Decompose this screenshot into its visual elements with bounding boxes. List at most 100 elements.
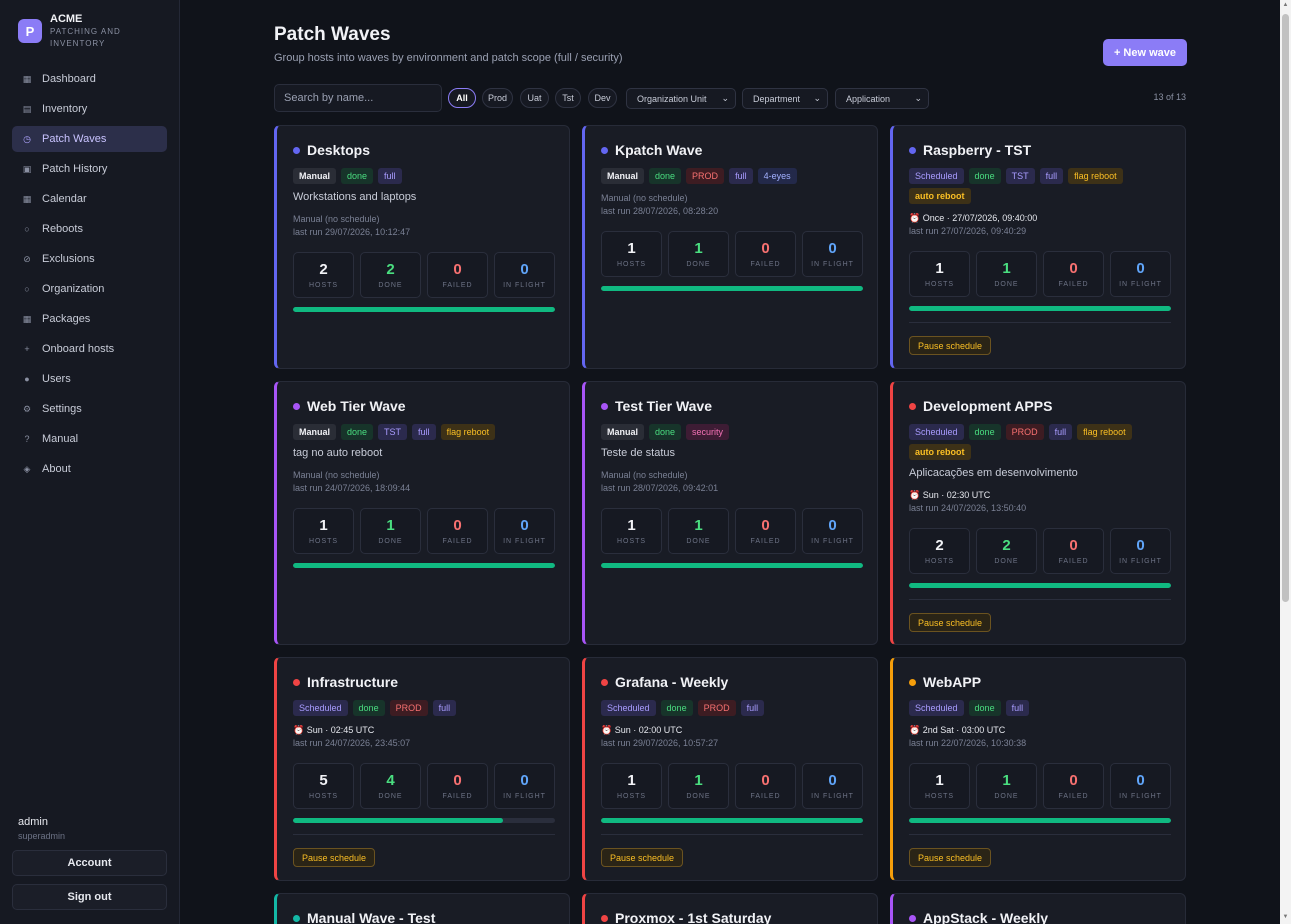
stat-value: 0 <box>520 261 529 278</box>
wave-card[interactable]: Desktops Manual done full Workstations and l… <box>274 125 570 369</box>
wave-card[interactable]: Infrastructure Scheduled done PROD full ⏰ Sun… <box>274 657 570 881</box>
sidebar-item-inventory[interactable]: ▤ Inventory <box>12 96 167 122</box>
wave-card[interactable]: WebAPP Scheduled done full ⏰ 2nd Sat · 03:00… <box>890 657 1186 881</box>
stat-label: IN FLIGHT <box>503 538 546 545</box>
wave-tags: Manual done PROD full 4-eyes <box>601 168 871 184</box>
stat-value: 1 <box>1002 772 1011 789</box>
sidebar-item-exclusions[interactable]: ⊘ Exclusions <box>12 246 167 272</box>
wave-card[interactable]: Web Tier Wave Manual done TST full flag reboo… <box>274 381 570 645</box>
scroll-down-icon[interactable]: ▼ <box>1282 914 1289 920</box>
tag-flag-reboot: flag reboot <box>1068 168 1123 184</box>
wave-schedule-text: Once · 27/07/2026, 09:40:00 <box>922 213 1038 223</box>
tag-scheduled: Scheduled <box>909 168 964 184</box>
wave-card[interactable]: Development APPS Scheduled done PROD full fla… <box>890 381 1186 645</box>
filter-pill-uat[interactable]: Uat <box>520 88 549 108</box>
new-wave-button[interactable]: + New wave <box>1103 39 1187 66</box>
progress-bar <box>601 818 863 823</box>
tag-full: full <box>729 168 753 184</box>
tag-manual: Manual <box>293 424 337 440</box>
wave-name: Manual Wave - Test <box>307 910 436 924</box>
stat-in-flight: 0 IN FLIGHT <box>802 231 863 277</box>
progress-bar-fill <box>601 563 863 568</box>
sidebar-item-organization[interactable]: ○ Organization <box>12 276 167 302</box>
dashboard-icon: ▦ <box>22 73 32 84</box>
tag-auto-reboot: auto reboot <box>909 444 971 460</box>
stat-value: 0 <box>453 261 462 278</box>
wave-schedule: Manual (no schedule) <box>293 214 380 224</box>
pause-schedule-button[interactable]: Pause schedule <box>601 848 684 867</box>
wave-card[interactable]: AppStack - Weekly <box>890 893 1186 924</box>
sidebar-item-users[interactable]: ● Users <box>12 366 167 392</box>
filter-pill-dev[interactable]: Dev <box>588 88 617 108</box>
stat-in-flight: 0 IN FLIGHT <box>494 508 555 554</box>
sidebar-item-patch-waves[interactable]: ◷ Patch Waves <box>12 126 167 152</box>
stat-label: DONE <box>994 558 1019 565</box>
sidebar-item-label: About <box>42 463 71 475</box>
stat-value: 2 <box>935 537 944 554</box>
stat-label: FAILED <box>1058 793 1089 800</box>
wave-name: Raspberry - TST <box>923 142 1032 158</box>
wave-name: Kpatch Wave <box>615 142 703 158</box>
filter-pill-tst[interactable]: Tst <box>555 88 581 108</box>
pause-schedule-button[interactable]: Pause schedule <box>909 336 992 355</box>
sidebar-item-dashboard[interactable]: ▦ Dashboard <box>12 66 167 92</box>
filter-pill-all[interactable]: All <box>448 88 476 108</box>
tag-full: full <box>378 168 402 184</box>
sidebar-item-settings[interactable]: ⚙ Settings <box>12 396 167 422</box>
stat-value: 0 <box>520 517 529 534</box>
wave-card[interactable]: Kpatch Wave Manual done PROD full 4-eyes Manua… <box>582 125 878 369</box>
wave-card[interactable]: Raspberry - TST Scheduled done TST full flag … <box>890 125 1186 369</box>
account-button[interactable]: Account <box>12 850 167 876</box>
wave-card-header: Desktops <box>293 142 370 158</box>
wave-card-header: Development APPS <box>909 398 1052 414</box>
wave-card[interactable]: Grafana - Weekly Scheduled done PROD full ⏰ S… <box>582 657 878 881</box>
stat-value: 1 <box>627 240 636 257</box>
stat-hosts: 5 HOSTS <box>293 763 354 809</box>
pause-schedule-button[interactable]: Pause schedule <box>909 613 992 632</box>
wave-card[interactable]: Proxmox - 1st Saturday <box>582 893 878 924</box>
sidebar-item-reboots[interactable]: ○ Reboots <box>12 216 167 242</box>
wave-schedule-text: Sun · 02:00 UTC <box>614 725 683 735</box>
stat-in-flight: 0 IN FLIGHT <box>494 763 555 809</box>
scrollbar-thumb[interactable] <box>1282 14 1289 602</box>
stat-label: FAILED <box>1058 281 1089 288</box>
filter-pill-prod[interactable]: Prod <box>482 88 513 108</box>
patch-waves-icon: ◷ <box>23 133 31 144</box>
sidebar: P ACME PATCHING AND INVENTORY ▦ Dashboard… <box>0 0 180 924</box>
sidebar-item-packages[interactable]: ▦ Packages <box>12 306 167 332</box>
stat-done: 1 DONE <box>360 508 421 554</box>
alarm-clock-icon: ⏰ <box>909 490 923 500</box>
stat-value: 0 <box>1069 260 1078 277</box>
stat-in-flight: 0 IN FLIGHT <box>1110 528 1171 574</box>
sidebar-item-patch-history[interactable]: ▣ Patch History <box>12 156 167 182</box>
tag-prod: PROD <box>686 168 725 184</box>
scroll-up-icon[interactable]: ▲ <box>1282 2 1289 8</box>
sign-out-button[interactable]: Sign out <box>12 884 167 910</box>
wave-schedule-text: 2nd Sat · 03:00 UTC <box>922 725 1006 735</box>
sidebar-item-manual[interactable]: ? Manual <box>12 426 167 452</box>
stat-label: IN FLIGHT <box>811 261 854 268</box>
progress-bar <box>293 307 555 312</box>
pause-schedule-button[interactable]: Pause schedule <box>293 848 376 867</box>
wave-schedule-text: Manual (no schedule) <box>293 214 380 224</box>
wave-tags: Scheduled done PROD full <box>601 700 871 716</box>
sidebar-item-about[interactable]: ◈ About <box>12 456 167 482</box>
sidebar-item-onboard-hosts[interactable]: + Onboard hosts <box>12 336 167 362</box>
department-select[interactable]: Department ⌄ <box>742 88 828 109</box>
wave-card-header: Test Tier Wave <box>601 398 712 414</box>
status-dot-icon <box>293 146 300 154</box>
chevron-down-icon: ⌄ <box>721 93 729 103</box>
wave-last-run: last run 27/07/2026, 09:40:29 <box>909 226 1027 236</box>
wave-card[interactable]: Test Tier Wave Manual done security Teste de… <box>582 381 878 645</box>
search-input[interactable] <box>274 84 442 112</box>
wave-card[interactable]: Manual Wave - Test <box>274 893 570 924</box>
stat-label: DONE <box>686 793 711 800</box>
stat-done: 1 DONE <box>668 763 729 809</box>
sidebar-item-label: Inventory <box>42 103 88 115</box>
wave-description: tag no auto reboot <box>293 447 383 459</box>
application-select[interactable]: Application ⌄ <box>835 88 929 109</box>
sidebar-item-calendar[interactable]: ▦ Calendar <box>12 186 167 212</box>
wave-card-header: Grafana - Weekly <box>601 674 728 690</box>
pause-schedule-button[interactable]: Pause schedule <box>909 848 992 867</box>
organization-unit-select[interactable]: Organization Unit ⌄ <box>626 88 736 109</box>
